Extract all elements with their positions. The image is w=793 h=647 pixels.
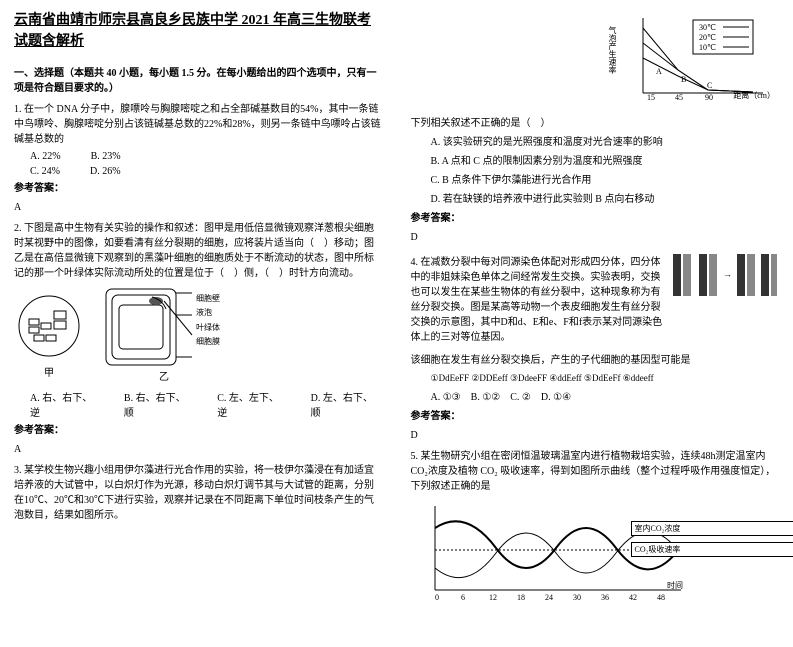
q5-chart: 0 6 12 18 24 30 36 42 48 时间 室内CO₂浓度 CO₂吸… [411,498,780,647]
q2-label-1: 细胞壁 [196,292,316,306]
q5-legend-1: 室内CO₂浓度 [631,521,793,536]
q1-opt-c: C. 24% [30,166,60,177]
q2-opt-c: C. 左、左下、逆 [217,389,288,419]
q2-text: 2. 下图是高中生物有关实验的操作和叙述：图甲是用低倍显微镜观察洋葱根尖细胞时某… [14,221,383,281]
q1-answer-label: 参考答案： [14,181,383,196]
q3-axis-y: 气泡产生速率 [607,26,618,74]
q2-answer: A [14,442,383,457]
svg-text:90: 90 [705,93,713,102]
svg-text:36: 36 [601,593,609,602]
q4-opts-line: ①DdEeFF ②DDEeff ③DdeeFF ④ddEeff ⑤DdEeFf … [431,372,780,386]
q3-chart: A B C 15 45 90 30℃ 20℃ 10℃ 气泡产生速率 距离（cm） [623,8,773,111]
svg-text:45: 45 [675,93,683,102]
q4-answer: D [411,428,780,443]
svg-text:A: A [656,67,662,76]
q4-answer-label: 参考答案： [411,409,780,424]
q3-answer: D [411,230,780,245]
q1-opt-d: D. 26% [90,166,121,177]
svg-text:C: C [707,81,712,90]
q3-stem2: 下列相关叙述不正确的是（ ） [411,116,780,131]
svg-text:→: → [723,269,732,279]
q3-answer-label: 参考答案： [411,211,780,226]
svg-text:6: 6 [461,593,465,602]
q4-fig: → [669,249,779,349]
q5-legend-2: CO₂吸收速率 [631,542,793,557]
svg-text:20℃: 20℃ [699,33,716,42]
svg-text:48: 48 [657,593,665,602]
q2-opt-b: B. 右、右下、顺 [124,389,195,419]
q2-label-2: 液泡 [196,306,316,320]
q5-text: 5. 某生物研究小组在密闭恒温玻璃温室内进行植物栽培实验，连续48h测定温室内C… [411,449,780,494]
q4-stem2: 该细胞在发生有丝分裂交换后，产生的子代细胞的基因型可能是 [411,353,780,368]
q3-axis-x: 距离（cm） [733,90,775,101]
svg-text:B: B [681,75,686,84]
q2-opt-d: D. 左、右下、顺 [311,389,383,419]
svg-text:24: 24 [545,593,553,602]
q2-caption-yi: 乙 [104,368,224,383]
q1-opt-a: A. 22% [30,151,61,162]
svg-text:30℃: 30℃ [699,23,716,32]
svg-text:15: 15 [647,93,655,102]
q1-opt-b: B. 23% [91,151,121,162]
q4-text: 4. 在减数分裂中每对同源染色体配对形成四分体，四分体中的非姐妹染色单体之间经常… [411,255,664,345]
q2-opt-a: A. 右、右下、逆 [30,389,102,419]
q1-text: 1. 在一个 DNA 分子中，腺嘌呤与胸腺嘧啶之和占全部碱基数目的54%，其中一… [14,102,383,147]
q2-answer-label: 参考答案： [14,423,383,438]
q2-label-4: 细胞膜 [196,335,316,349]
q3-opt-c: C. B 点条件下伊尔藻能进行光合作用 [431,173,780,188]
q3-opt-b: B. A 点和 C 点的限制因素分别为温度和光照强度 [431,154,780,169]
section-heading: 一、选择题（本题共 40 小题，每小题 1.5 分。在每小题给出的四个选项中，只… [14,64,383,94]
svg-text:10℃: 10℃ [699,43,716,52]
svg-text:12: 12 [489,593,497,602]
q3-text: 3. 某学校生物兴趣小组用伊尔藻进行光合作用的实验，将一枝伊尔藻浸在有加适宜培养… [14,463,383,523]
svg-text:时间: 时间 [667,580,683,590]
svg-text:42: 42 [629,593,637,602]
svg-text:0: 0 [435,593,439,602]
q1-answer: A [14,200,383,215]
svg-text:18: 18 [517,593,525,602]
q2-caption-jia: 甲 [14,364,84,379]
q2-fig-jia: 甲 [14,291,84,379]
q3-opt-a: A. 该实验研究的是光照强度和温度对光合速率的影响 [431,135,780,150]
q4-opt-row: A. ①③ B. ①② C. ② D. ①④ [431,390,780,405]
q2-label-3: 叶绿体 [196,321,316,335]
q3-opt-d: D. 若在缺镁的培养液中进行此实验则 B 点向右移动 [431,192,780,207]
page-title: 云南省曲靖市师宗县高良乡民族中学 2021 年高三生物联考试题含解析 [14,10,383,52]
svg-text:30: 30 [573,593,581,602]
q2-fig-yi: 细胞壁 液泡 叶绿体 细胞膜 乙 [104,287,224,383]
